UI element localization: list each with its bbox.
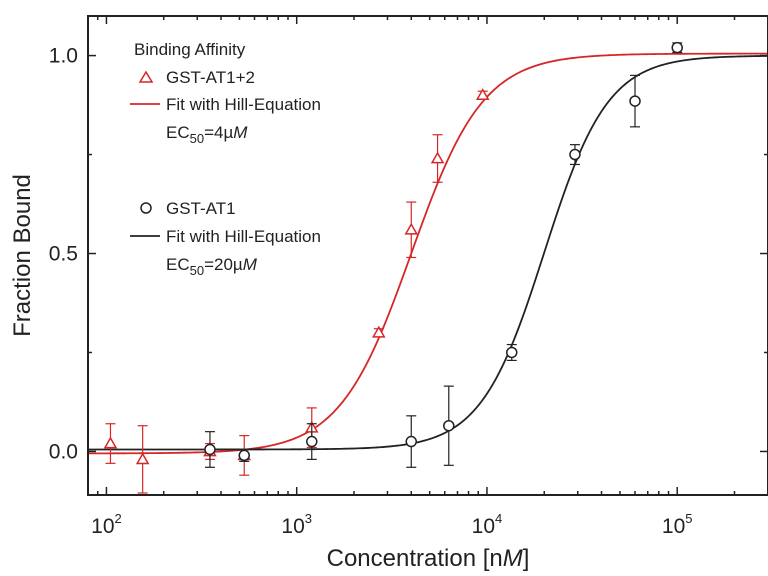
x-axis-title: Concentration [nM] [327,545,530,572]
ec-value: =20µ [204,255,243,274]
ec-unit: M [243,255,258,274]
ec-prefix: EC [166,123,190,142]
x-tick-label: 103 [281,511,312,538]
data-point-gst-at1 [238,448,250,462]
ec-subscript: 50 [190,131,204,146]
data-point-gst-at1-2 [430,134,445,183]
circle-marker [306,435,318,448]
legend-label-black-fit: Fit with Hill-Equation [166,227,321,246]
x-tick-label: 104 [472,511,503,538]
plot-frame [87,15,768,496]
legend-label-gst-at1-2: GST-AT1+2 [166,68,255,87]
legend: Binding Affinity GST-AT1+2 Fit with Hill… [130,40,321,278]
ec-value: =4µ [204,123,233,142]
data-point-gst-at1 [506,343,518,362]
fit-curves [88,52,768,455]
triangle-marker [430,151,445,164]
data-point-gst-at1 [569,144,581,166]
legend-label-red-fit: Fit with Hill-Equation [166,95,321,114]
data-point-gst-at1-2 [371,325,386,338]
data-point-gst-at1-2 [135,425,150,494]
y-ticks [88,54,768,453]
legend-label-gst-at1: GST-AT1 [166,199,236,218]
x-tick-label: 102 [91,511,122,538]
legend-ec50-black: EC50=20µM [166,255,258,278]
x-ticks [87,16,768,495]
axes: 102 103 104 105 0.0 0.5 1.0 [49,15,768,538]
data-point-gst-at1 [629,74,641,128]
legend-title: Binding Affinity [134,40,246,59]
data-point-gst-at1 [405,415,417,468]
circle-marker [405,435,417,448]
y-axis-title: Fraction Bound [9,174,36,337]
triangle-marker [404,222,419,235]
data-point-gst-at1-2 [475,88,490,101]
data-point-gst-at1 [671,41,683,54]
ec-unit: M [233,123,248,142]
triangle-marker [475,88,490,101]
y-tick-label: 1.0 [49,45,78,68]
triangle-marker [135,452,150,465]
legend-ec50-red: EC50=4µM [166,123,248,146]
data-point-gst-at1 [443,385,455,466]
y-tick-label: 0.0 [49,440,78,463]
circle-marker [506,346,518,359]
x-tick-label: 105 [662,511,693,538]
ec-prefix: EC [166,255,190,274]
circle-marker [238,449,250,462]
data-point-gst-at1 [306,423,318,460]
data-point-gst-at1-2 [404,201,419,259]
legend-circle-marker [140,202,152,214]
circle-marker [569,148,581,161]
circle-marker [443,419,455,432]
circle-marker [671,41,683,54]
legend-triangle-marker [138,70,154,83]
fit-curve-gst-at1-2 [88,52,768,455]
circle-marker [204,443,216,456]
fit-curve-gst-at1 [88,55,768,451]
triangle-marker [371,325,386,338]
y-tick-label: 0.5 [49,243,78,266]
triangle-marker [103,436,118,449]
ec-subscript: 50 [190,263,204,278]
data-markers [103,41,683,494]
circle-marker [629,95,641,107]
data-point-gst-at1 [204,431,216,468]
data-point-gst-at1-2 [103,423,118,464]
